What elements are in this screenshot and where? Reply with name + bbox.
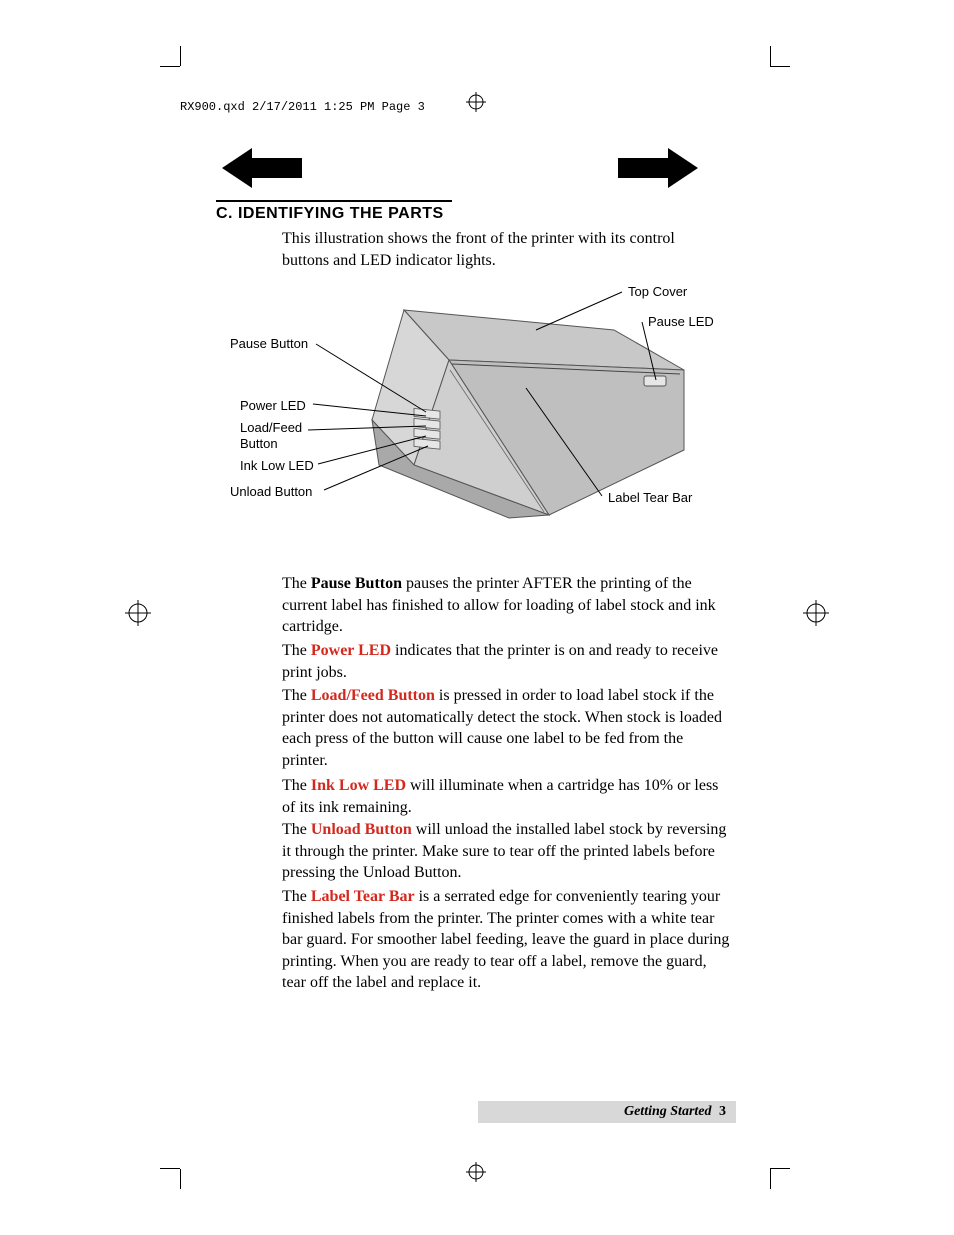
paragraph-term: Ink Low LED — [311, 777, 406, 794]
diagram-label-ink-low-led: Ink Low LED — [240, 458, 314, 473]
paragraph-lead: The — [282, 687, 311, 704]
next-page-button[interactable] — [618, 148, 698, 193]
register-mark-left-icon — [125, 600, 151, 626]
register-mark-right-icon — [803, 600, 829, 626]
paragraph-lead: The — [282, 777, 311, 794]
printer-illustration-icon — [334, 300, 694, 530]
body-paragraph: The Pause Button pauses the printer AFTE… — [282, 573, 732, 638]
body-paragraph: The Load/Feed Button is pressed in order… — [282, 685, 732, 771]
footer-page-number: 3 — [719, 1104, 726, 1120]
diagram-label-pause-button: Pause Button — [230, 336, 308, 351]
paragraph-lead: The — [282, 821, 311, 838]
diagram-label-load-feed-l2: Button — [240, 436, 278, 451]
printer-diagram: Pause Button Power LED Load/Feed Button … — [216, 280, 746, 530]
paragraph-term: Load/Feed Button — [311, 687, 435, 704]
arrow-left-icon — [222, 148, 302, 188]
paragraph-term: Pause Button — [311, 575, 402, 592]
paragraph-lead: The — [282, 642, 311, 659]
body-paragraph: The Unload Button will unload the instal… — [282, 819, 732, 884]
body-paragraph: The Power LED indicates that the printer… — [282, 640, 732, 683]
register-mark-top-icon — [466, 92, 486, 112]
footer-bar: Getting Started 3 — [478, 1101, 736, 1123]
body-paragraph: The Label Tear Bar is a serrated edge fo… — [282, 886, 732, 994]
paragraph-lead: The — [282, 575, 311, 592]
slug-line: RX900.qxd 2/17/2011 1:25 PM Page 3 — [180, 100, 425, 114]
diagram-label-load-feed-l1: Load/Feed — [240, 420, 302, 435]
paragraph-term: Label Tear Bar — [311, 888, 415, 905]
footer-section-title: Getting Started — [624, 1104, 712, 1120]
diagram-label-power-led: Power LED — [240, 398, 306, 413]
paragraph-term: Unload Button — [311, 821, 412, 838]
prev-page-button[interactable] — [222, 148, 302, 193]
intro-text: This illustration shows the front of the… — [282, 228, 722, 273]
body-paragraph: The Ink Low LED will illuminate when a c… — [282, 775, 732, 818]
paragraph-term: Power LED — [311, 642, 391, 659]
register-mark-bottom-icon — [466, 1162, 486, 1182]
section-heading: C. IDENTIFYING THE PARTS — [216, 200, 452, 223]
paragraph-lead: The — [282, 888, 311, 905]
diagram-label-unload-button: Unload Button — [230, 484, 312, 499]
diagram-label-top-cover: Top Cover — [628, 284, 687, 299]
arrow-right-icon — [618, 148, 698, 188]
